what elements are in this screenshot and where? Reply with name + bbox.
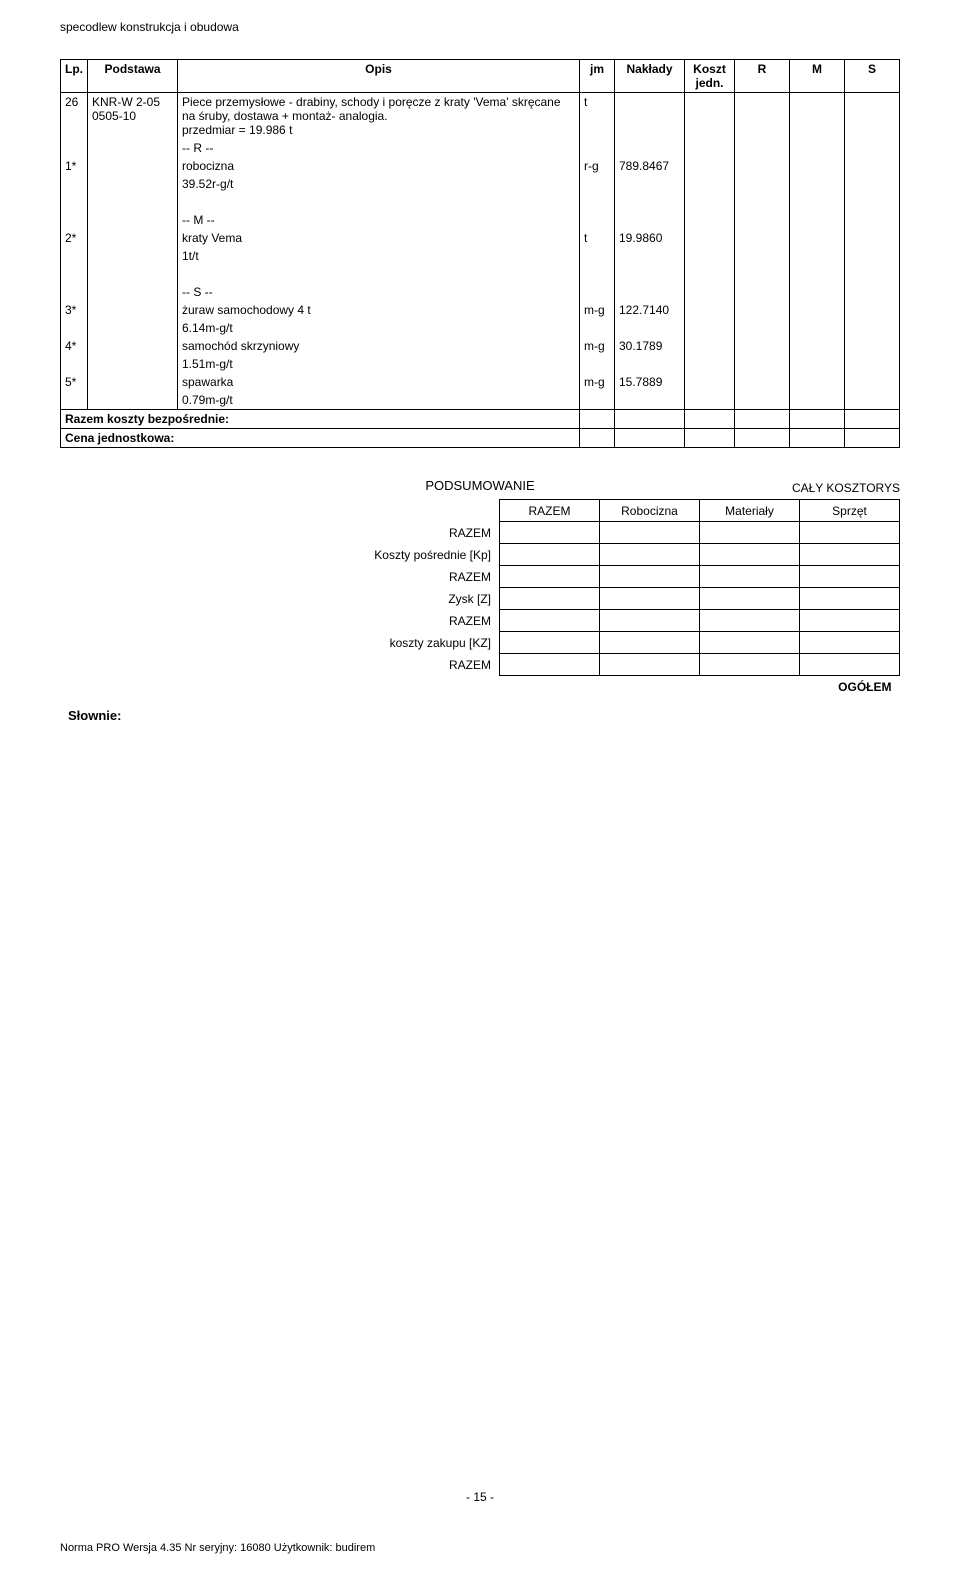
- cell-s: [845, 93, 900, 140]
- col-m: M: [790, 60, 845, 93]
- blank-row: [61, 193, 900, 211]
- cell-val: 122.7140: [615, 301, 685, 319]
- document-header: specodlew konstrukcja i obudowa: [60, 20, 900, 34]
- cell-jm: m-g: [580, 373, 615, 391]
- data-row: 5* spawarka m-g 15.7889: [61, 373, 900, 391]
- cell-jm: t: [580, 229, 615, 247]
- blank-row: [61, 265, 900, 283]
- data-row: 3* żuraw samochodowy 4 t m-g 122.7140: [61, 301, 900, 319]
- section-title: -- M --: [178, 211, 580, 229]
- summary-caption: CAŁY KOSZTORYS: [792, 481, 900, 495]
- section-title-row: -- M --: [61, 211, 900, 229]
- cell-lp: 5*: [61, 373, 88, 391]
- cell-lp: 3*: [61, 301, 88, 319]
- data-row: 1* robocizna r-g 789.8467: [61, 157, 900, 175]
- cell-pod: KNR-W 2-05 0505-10: [88, 93, 178, 140]
- sum-head-spr: Sprzęt: [800, 500, 900, 522]
- cena-label: Cena jednostkowa:: [61, 429, 580, 448]
- cell-jm: m-g: [580, 337, 615, 355]
- col-nak: Nakłady: [615, 60, 685, 93]
- cell-opis: żuraw samochodowy 4 t: [178, 301, 580, 319]
- slownie-label: Słownie:: [60, 708, 900, 723]
- summary-row: RAZEM: [320, 654, 900, 676]
- data-row: 2* kraty Vema t 19.9860: [61, 229, 900, 247]
- cell-lp: 26: [61, 93, 88, 140]
- data-row-sub: 0.79m-g/t: [61, 391, 900, 410]
- cell-jm: r-g: [580, 157, 615, 175]
- data-row: 4* samochód skrzyniowy m-g 30.1789: [61, 337, 900, 355]
- cell-sub: 1t/t: [178, 247, 580, 265]
- data-row-sub: 39.52r-g/t: [61, 175, 900, 193]
- cell-val: 789.8467: [615, 157, 685, 175]
- summary-title: PODSUMOWANIE: [60, 478, 900, 493]
- col-r: R: [735, 60, 790, 93]
- cell-lp: 1*: [61, 157, 88, 175]
- cell-val: 30.1789: [615, 337, 685, 355]
- cell-val: 15.7889: [615, 373, 685, 391]
- cell-kj: [685, 93, 735, 140]
- summary-row: Koszty pośrednie [Kp]: [320, 544, 900, 566]
- data-row-sub: 6.14m-g/t: [61, 319, 900, 337]
- data-row-sub: 1.51m-g/t: [61, 355, 900, 373]
- col-kj: Koszt jedn.: [685, 60, 735, 93]
- col-opis: Opis: [178, 60, 580, 93]
- main-row: 26 KNR-W 2-05 0505-10 Piece przemysłowe …: [61, 93, 900, 140]
- cell-opis: kraty Vema: [178, 229, 580, 247]
- col-pod: Podstawa: [88, 60, 178, 93]
- col-s: S: [845, 60, 900, 93]
- section-title-row: -- R --: [61, 139, 900, 157]
- cell-opis: robocizna: [178, 157, 580, 175]
- summary-row: RAZEM: [320, 566, 900, 588]
- cell-sub: 1.51m-g/t: [178, 355, 580, 373]
- cell-sub: 6.14m-g/t: [178, 319, 580, 337]
- sum-row-label: koszty zakupu [KZ]: [320, 632, 500, 654]
- table-header-row: Lp. Podstawa Opis jm Nakłady Koszt jedn.…: [61, 60, 900, 93]
- summary-table: RAZEM Robocizna Materiały Sprzęt RAZEM K…: [320, 499, 901, 698]
- sum-row-label: Koszty pośrednie [Kp]: [320, 544, 500, 566]
- sum-head-rob: Robocizna: [600, 500, 700, 522]
- cell-jm: t: [580, 93, 615, 140]
- summary-block: PODSUMOWANIE CAŁY KOSZTORYS RAZEM Roboci…: [60, 478, 900, 698]
- sum-head-mat: Materiały: [700, 500, 800, 522]
- page-number: - 15 -: [0, 1490, 960, 1504]
- cena-row: Cena jednostkowa:: [61, 429, 900, 448]
- cell-jm: m-g: [580, 301, 615, 319]
- cost-table: Lp. Podstawa Opis jm Nakłady Koszt jedn.…: [60, 59, 900, 448]
- summary-row: RAZEM: [320, 522, 900, 544]
- sum-head-razem: RAZEM: [500, 500, 600, 522]
- summary-row: Zysk [Z]: [320, 588, 900, 610]
- cell-sub: 0.79m-g/t: [178, 391, 580, 410]
- summary-row: koszty zakupu [KZ]: [320, 632, 900, 654]
- col-lp: Lp.: [61, 60, 88, 93]
- col-jm: jm: [580, 60, 615, 93]
- cell-m: [790, 93, 845, 140]
- cell-opis: samochód skrzyniowy: [178, 337, 580, 355]
- sum-row-label: Zysk [Z]: [320, 588, 500, 610]
- razem-row: Razem koszty bezpośrednie:: [61, 410, 900, 429]
- data-row-sub: 1t/t: [61, 247, 900, 265]
- sum-row-label: RAZEM: [320, 610, 500, 632]
- cell-lp: 4*: [61, 337, 88, 355]
- sum-row-label: RAZEM: [320, 654, 500, 676]
- sum-ogolem: OGÓŁEM: [500, 676, 900, 698]
- section-title: -- R --: [178, 139, 580, 157]
- cell-nak: [615, 93, 685, 140]
- footer-text: Norma PRO Wersja 4.35 Nr seryjny: 16080 …: [60, 1542, 375, 1554]
- sum-row-label: RAZEM: [320, 566, 500, 588]
- section-title: -- S --: [178, 283, 580, 301]
- razem-label: Razem koszty bezpośrednie:: [61, 410, 580, 429]
- section-title-row: -- S --: [61, 283, 900, 301]
- cell-lp: 2*: [61, 229, 88, 247]
- cell-sub: 39.52r-g/t: [178, 175, 580, 193]
- sum-row-label: RAZEM: [320, 522, 500, 544]
- cell-opis: Piece przemysłowe - drabiny, schody i po…: [178, 93, 580, 140]
- cell-r: [735, 93, 790, 140]
- cell-opis: spawarka: [178, 373, 580, 391]
- summary-row: RAZEM: [320, 610, 900, 632]
- cell-val: 19.9860: [615, 229, 685, 247]
- summary-ogolem-row: OGÓŁEM: [320, 676, 900, 698]
- summary-header-row: RAZEM Robocizna Materiały Sprzęt: [320, 500, 900, 522]
